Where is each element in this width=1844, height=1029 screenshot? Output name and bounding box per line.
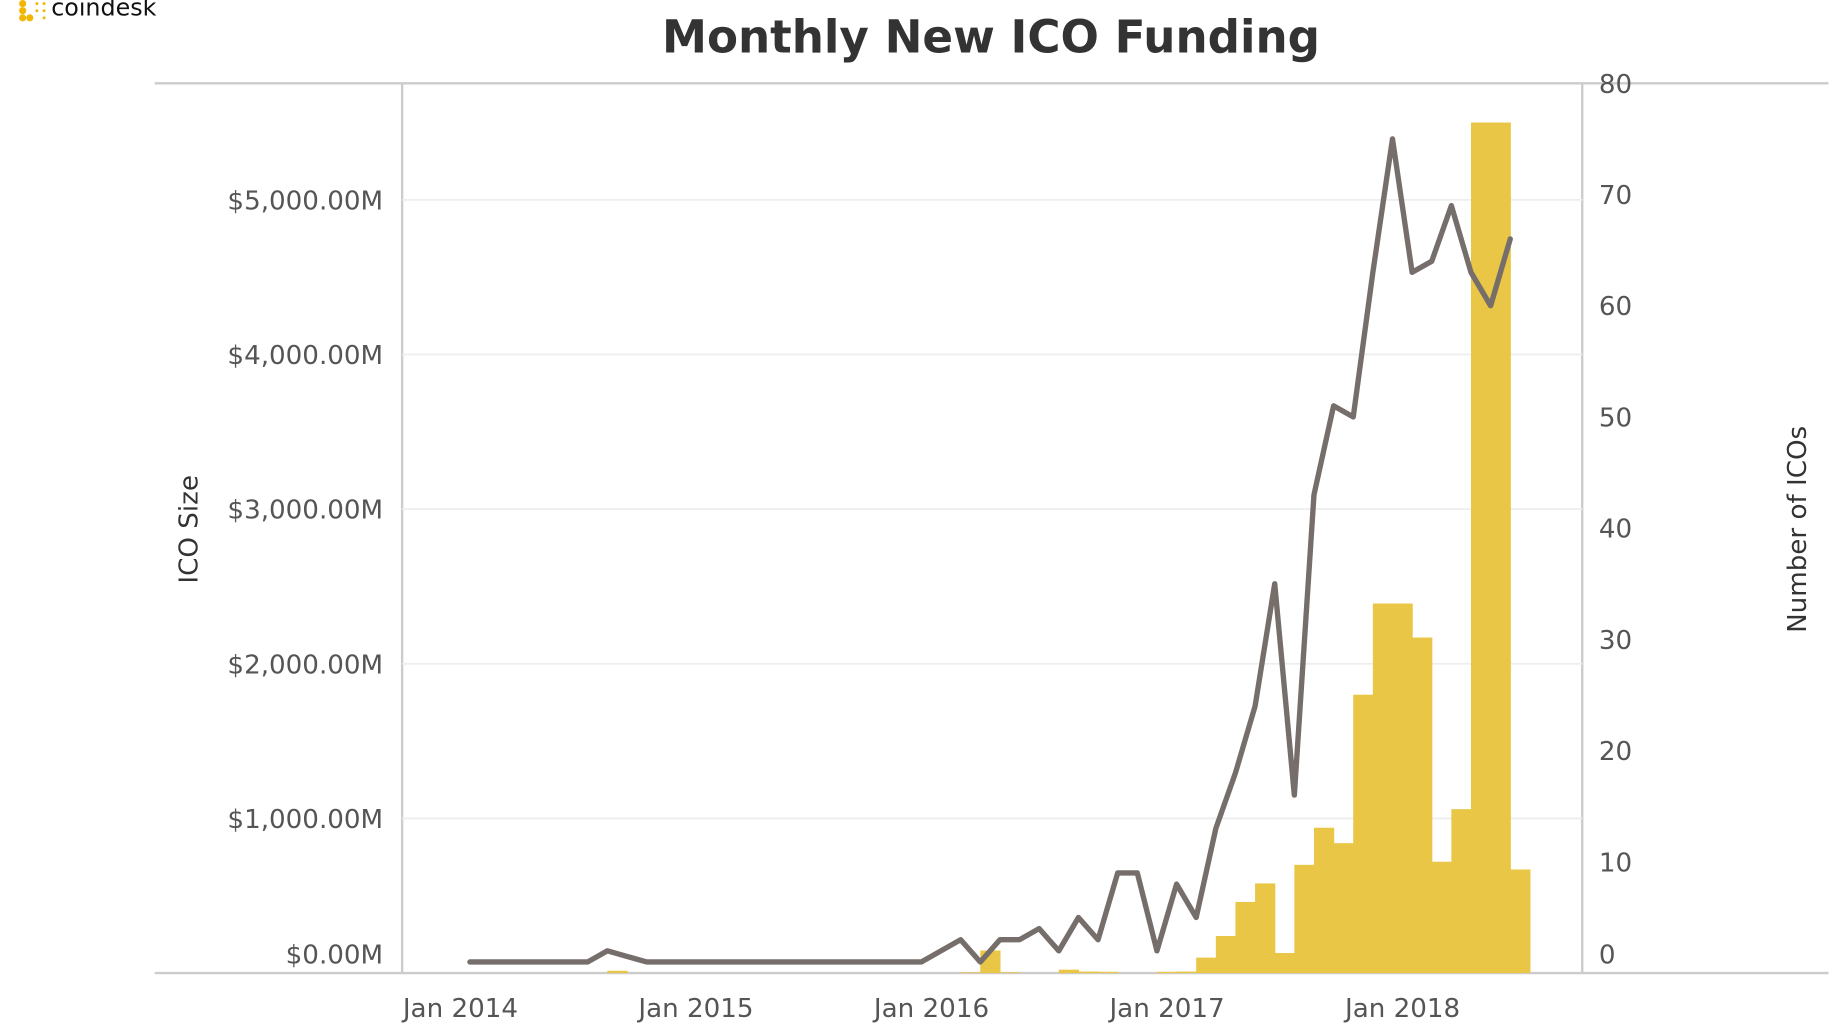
bar [1451, 809, 1472, 974]
right-tick-label: 20 [1599, 737, 1632, 767]
left-tick-label: $3,000.00M [227, 496, 383, 526]
right-tick-label: 70 [1599, 181, 1632, 211]
bar [1510, 869, 1531, 974]
coindesk-logo-icon [19, 0, 46, 22]
bar [1098, 971, 1119, 974]
right-tick-label: 10 [1599, 848, 1632, 878]
bar [1274, 952, 1295, 974]
coindesk-logo-text: coindesk [51, 0, 156, 21]
x-axis-ticks: Jan 2014 Jan 2015 Jan 2016 Jan 2017 Jan 2018 [401, 994, 1460, 1024]
bar [1294, 864, 1315, 974]
coindesk-logo: coindesk [19, 0, 157, 21]
bar [1470, 122, 1492, 974]
right-tick-label: 80 [1599, 70, 1632, 100]
bar-series [607, 122, 1531, 974]
bar [1196, 957, 1217, 974]
bar [1235, 901, 1256, 974]
left-tick-label: $2,000.00M [227, 650, 383, 680]
left-tick-label: $4,000.00M [227, 341, 383, 371]
x-tick-label: Jan 2015 [636, 994, 753, 1024]
bar [1313, 827, 1335, 974]
left-tick-label: $5,000.00M [227, 186, 383, 216]
bar [1058, 969, 1080, 974]
x-tick-label: Jan 2014 [401, 994, 518, 1024]
bar [1412, 637, 1433, 974]
left-axis-label: ICO Size [175, 475, 205, 584]
line-series [467, 136, 1513, 965]
right-tick-label: 40 [1599, 515, 1632, 545]
right-tick-label: 30 [1599, 626, 1632, 656]
right-tick-label: 0 [1599, 941, 1616, 971]
bar [1176, 971, 1197, 974]
right-axis-ticks: 0 10 20 30 40 50 60 70 80 [1599, 70, 1632, 971]
bar [1431, 861, 1452, 974]
x-tick-label: Jan 2016 [872, 994, 989, 1024]
chart-title: Monthly New ICO Funding [662, 10, 1320, 63]
bar [1078, 971, 1099, 974]
bar [1490, 122, 1511, 974]
bar [1392, 603, 1413, 974]
right-tick-label: 60 [1599, 292, 1632, 322]
bar [960, 972, 981, 974]
right-tick-label: 50 [1599, 403, 1632, 433]
bar [1333, 843, 1354, 974]
right-axis-label: Number of ICOs [1783, 426, 1813, 633]
x-tick-label: Jan 2017 [1107, 994, 1224, 1024]
bar [1353, 694, 1374, 974]
x-tick-label: Jan 2018 [1343, 994, 1460, 1024]
left-tick-label: $0.00M [286, 941, 383, 971]
bar [1255, 883, 1276, 974]
left-tick-label: $1,000.00M [227, 805, 383, 835]
bar [1372, 603, 1394, 974]
bar [999, 972, 1021, 974]
left-axis-ticks: $0.00M $1,000.00M $2,000.00M $3,000.00M $4,0… [227, 186, 383, 970]
bar [607, 970, 628, 974]
bar [1156, 971, 1178, 974]
ico-count-line [467, 136, 1513, 965]
bar [1215, 935, 1237, 974]
